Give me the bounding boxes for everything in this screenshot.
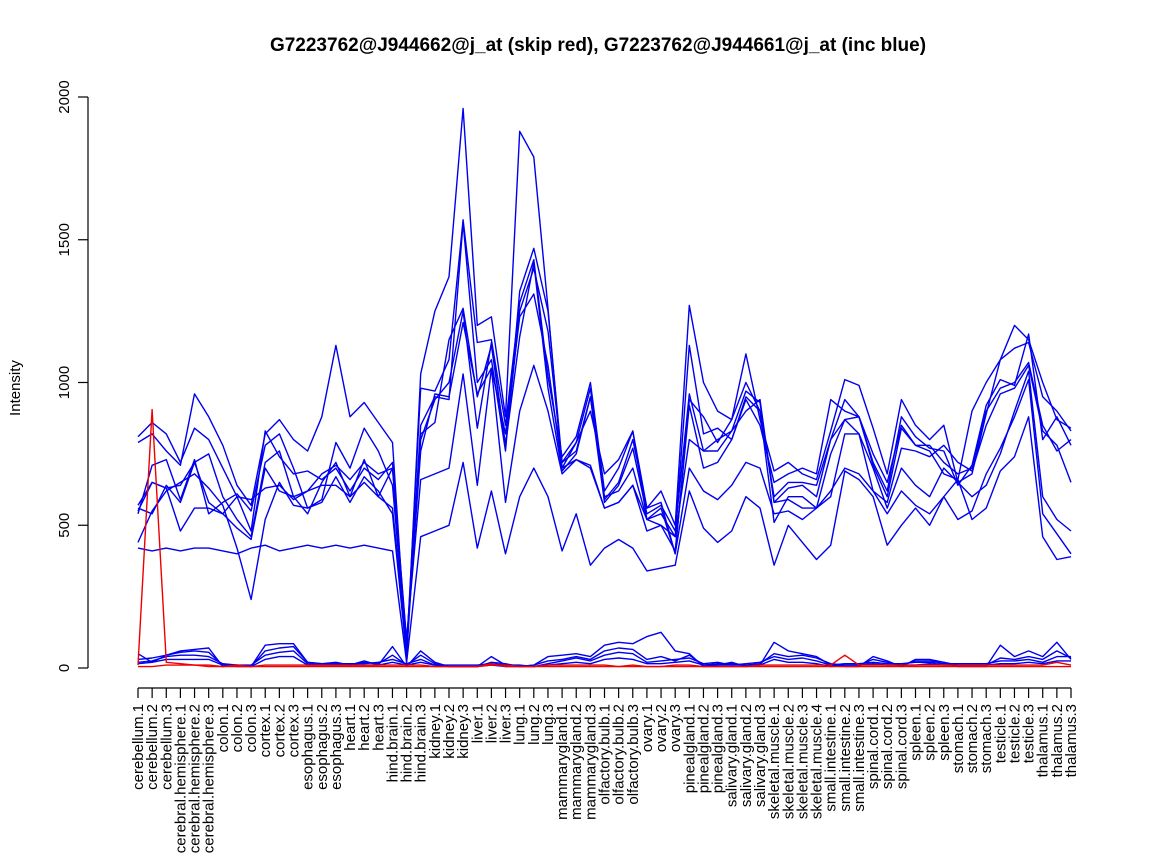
x-tick-label: colon.3: [243, 704, 260, 752]
x-tick-label: heart.3: [370, 704, 387, 751]
x-tick-label: skeletal.muscle.2: [780, 704, 797, 819]
chart-title: G7223762@J944662@j_at (skip red), G72237…: [270, 35, 926, 56]
x-tick-label: spinal.cord.3: [893, 704, 910, 789]
x-tick-label: olfactory.bulb.1: [597, 704, 614, 805]
y-axis: 0 500 1000 1500 2000: [56, 80, 89, 672]
x-tick-label: esophagus.2: [314, 704, 331, 790]
x-tick-label: lung.3: [540, 704, 557, 745]
x-tick-label: liver.3: [498, 704, 515, 743]
x-tick-label: spinal.cord.1: [865, 704, 882, 789]
x-tick-label: spinal.cord.2: [879, 704, 896, 789]
x-tick-label: ovary.2: [653, 704, 670, 752]
x-tick-label: small.intestine.2: [837, 704, 854, 812]
x-tick-label: spleen.2: [922, 704, 939, 761]
series-line-inc-5: [137, 261, 1072, 658]
series-line-inc-8: [137, 416, 1072, 663]
y-tick-label: 500: [56, 513, 73, 538]
x-tick-label: stomach.3: [978, 704, 995, 773]
x-tick-label: skeletal.muscle.3: [794, 704, 811, 819]
x-tick-label: mammarygland.3: [582, 704, 599, 820]
y-tick-label: 1000: [56, 366, 73, 399]
x-tick-label: heart.2: [356, 704, 373, 751]
x-tick-label: ovary.3: [667, 704, 684, 752]
x-tick-label: thalamus.1: [1035, 704, 1052, 777]
x-tick-label: salivary.gland.3: [752, 704, 769, 807]
x-tick-label: kidney.2: [441, 704, 458, 759]
x-tick-label: liver.1: [469, 704, 486, 743]
x-tick-label: esophagus.1: [300, 704, 317, 790]
x-tick-label: skeletal.muscle.4: [809, 704, 826, 819]
x-tick-label: hind.brain.1: [384, 704, 401, 782]
series-line-inc-11: [137, 650, 1071, 668]
x-tick-label: olfactory.bulb.3: [625, 704, 642, 805]
x-tick-label: testicle.3: [1021, 704, 1038, 763]
series-line-inc-9: [137, 631, 1072, 668]
x-tick-label: pinealgland.1: [681, 704, 698, 793]
series-line-inc-3: [137, 221, 1072, 649]
x-tick-label: hind.brain.3: [413, 704, 430, 782]
x-tick-label: liver.2: [483, 704, 500, 743]
x-tick-label: testicle.2: [1006, 704, 1023, 763]
x-tick-label: olfactory.bulb.2: [611, 704, 628, 805]
x-tick-label: salivary.gland.2: [738, 704, 755, 807]
x-tick-label: hind.brain.2: [399, 704, 416, 782]
series-layer: [137, 107, 1072, 668]
x-tick-label: cortex.2: [271, 704, 288, 757]
y-tick-label: 0: [56, 664, 73, 672]
series-line-inc-2: [137, 107, 1072, 661]
series-line-inc-7: [137, 293, 1072, 646]
y-tick-label: 2000: [56, 80, 73, 113]
y-tick-label: 1500: [56, 223, 73, 256]
x-tick-label: cortex.1: [257, 704, 274, 757]
x-tick-label: pinealgland.2: [695, 704, 712, 793]
x-tick-label: kidney.3: [455, 704, 472, 759]
x-tick-label: colon.1: [215, 704, 232, 752]
series-line-skip-2: [138, 663, 1071, 668]
x-tick-label: small.intestine.3: [851, 704, 868, 812]
x-tick-label: pinealgland.3: [710, 704, 727, 793]
x-tick-label: testicle.1: [992, 704, 1009, 763]
x-tick-label: thalamus.3: [1063, 704, 1080, 777]
x-tick-label: stomach.1: [950, 704, 967, 773]
x-tick-label: kidney.1: [427, 704, 444, 759]
x-tick-label: lung.1: [512, 704, 529, 745]
x-tick-label: salivary.gland.1: [724, 704, 741, 807]
x-tick-label: colon.2: [229, 704, 246, 752]
x-tick-label: cerebellum.2: [144, 704, 161, 790]
x-tick-label: mammarygland.1: [554, 704, 571, 820]
x-tick-label: heart.1: [342, 704, 359, 751]
x-tick-label: cerebral.hemisphere.1: [172, 704, 189, 853]
x-tick-label: cerebellum.1: [130, 704, 147, 790]
y-axis-label: Intensity: [7, 360, 24, 416]
series-line-inc-10: [137, 645, 1072, 668]
x-tick-label: thalamus.2: [1049, 704, 1066, 777]
x-tick-label: esophagus.3: [328, 704, 345, 790]
x-tick-label: spleen.1: [908, 704, 925, 761]
x-tick-label: skeletal.muscle.1: [766, 704, 783, 819]
x-tick-label: cerebellum.3: [158, 704, 175, 790]
series-line-skip-1: [137, 408, 1072, 668]
x-tick-label: small.intestine.1: [823, 704, 840, 812]
x-tick-label: spleen.3: [936, 704, 953, 761]
x-tick-label: stomach.2: [964, 704, 981, 773]
x-tick-label: cerebral.hemisphere.2: [187, 704, 204, 853]
x-axis: cerebellum.1cerebellum.2cerebellum.3cere…: [130, 687, 1080, 853]
x-tick-label: ovary.1: [639, 704, 656, 752]
x-tick-label: mammarygland.2: [568, 704, 585, 820]
x-tick-label: lung.2: [526, 704, 543, 745]
x-tick-label: cortex.3: [286, 704, 303, 757]
x-tick-label: cerebral.hemisphere.3: [201, 704, 218, 853]
